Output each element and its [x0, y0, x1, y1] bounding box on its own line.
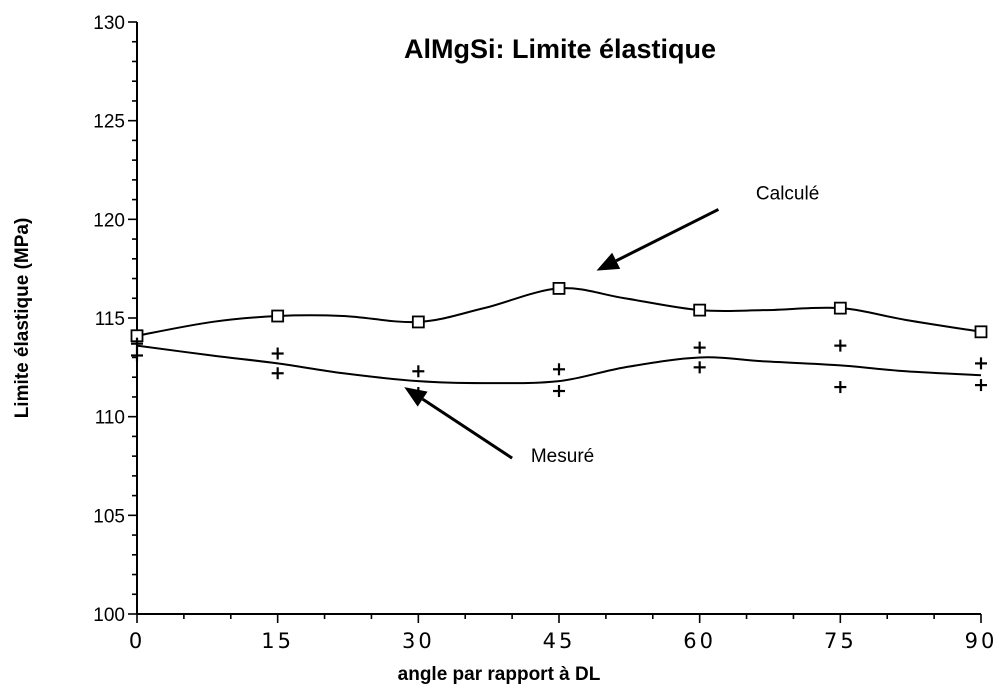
- x-tick-label: 15: [261, 629, 294, 653]
- data-point-mesure: [834, 339, 847, 352]
- data-point-mesure: [834, 381, 847, 394]
- data-point-mesure: [975, 379, 987, 392]
- data-point-calcule: [552, 281, 566, 295]
- arrow-head: [596, 252, 621, 271]
- y-tick-label: 120: [93, 210, 125, 231]
- data-point-mesure: [553, 363, 565, 376]
- y-tick-label: 115: [95, 309, 125, 330]
- arrow-shaft: [421, 397, 513, 460]
- y-axis-label: Limite élastique (MPa): [12, 218, 33, 419]
- series-line-mesure: [136, 344, 982, 385]
- x-tick-label: 0: [129, 629, 145, 653]
- data-point-calcule: [411, 315, 425, 329]
- annotation-label: Mesuré: [531, 446, 594, 467]
- data-point-mesure: [412, 365, 425, 378]
- data-point-calcule: [693, 303, 707, 317]
- y-tick-label: 130: [93, 13, 125, 34]
- arrow-shaft: [615, 208, 720, 263]
- annotation-label: Calculé: [756, 184, 819, 205]
- data-point-mesure: [693, 341, 706, 354]
- x-tick-label: 60: [683, 629, 716, 653]
- chart-title: AlMgSi: Limite élastique: [404, 34, 716, 64]
- x-tick-label: 30: [402, 629, 435, 653]
- data-point-mesure: [271, 347, 284, 360]
- series-calcule: [130, 281, 988, 343]
- y-tick-label: 105: [93, 506, 125, 527]
- series-line-calcule: [136, 287, 982, 337]
- annotation-calcule: Calculé: [596, 184, 819, 271]
- data-point-mesure: [553, 385, 565, 398]
- axis-ticks: 100 105 110 115 120 125 130 0 15 30 45 60 75 90: [93, 13, 998, 653]
- annotation-layer: Calculé Mesuré: [404, 184, 819, 467]
- data-point-calcule: [271, 309, 285, 323]
- data-point-mesure: [271, 367, 284, 380]
- data-point-mesure: [131, 337, 143, 350]
- x-tick-label: 75: [824, 629, 857, 653]
- x-axis-label: angle par rapport à DL: [398, 664, 601, 685]
- x-tick-label: 45: [543, 629, 576, 653]
- series-mesure: [131, 337, 987, 399]
- data-point-mesure: [975, 357, 987, 370]
- y-tick-label: 110: [95, 408, 125, 429]
- x-tick-label: 90: [965, 629, 998, 653]
- data-point-calcule: [833, 301, 847, 315]
- data-point-mesure: [693, 361, 706, 374]
- data-point-calcule: [974, 325, 988, 339]
- series-layer: [130, 281, 988, 399]
- data-point-mesure: [131, 349, 143, 362]
- arrow-head: [404, 387, 428, 407]
- y-tick-label: 125: [93, 112, 125, 133]
- annotation-mesure: Mesuré: [404, 387, 594, 467]
- y-tick-label: 100: [93, 605, 125, 626]
- axes: [136, 22, 981, 615]
